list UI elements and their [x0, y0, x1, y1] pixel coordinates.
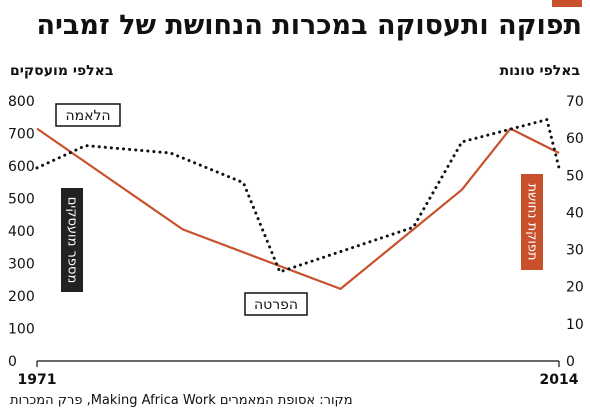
- left-y-tick-label: 400: [8, 224, 35, 240]
- left-y-tick-label: 0: [8, 354, 17, 370]
- source-note: מקור: אסופת המאמרים Making Africa Work, …: [10, 393, 353, 408]
- axes-layer: 0 100 200 300 400 500 600 700 800 0 10 20 30 40 50 60 70…: [8, 94, 584, 388]
- employment-label-box: [61, 188, 83, 292]
- nationalization-annotation-box: [55, 103, 121, 127]
- copper-output-series-label: תפוקת נחושת: [525, 183, 540, 260]
- x-tick-label: 2014: [540, 372, 579, 388]
- right-y-tick-label: 60: [566, 131, 584, 147]
- left-y-tick-label: 700: [8, 127, 35, 143]
- left-y-tick-label: 300: [8, 257, 35, 273]
- privatization-annotation: הפרטה: [254, 297, 298, 313]
- employment-series-line: [35, 118, 561, 274]
- copper-output-label-box: [521, 174, 543, 270]
- right-y-tick-label: 50: [566, 168, 584, 184]
- left-y-tick-label: 800: [8, 94, 35, 110]
- right-y-tick-label: 70: [566, 94, 584, 110]
- right-y-tick-label: 10: [566, 317, 584, 333]
- left-y-tick-label: 200: [8, 289, 35, 305]
- copper-output-series-line: [36, 127, 560, 290]
- employment-series-label: מספר מועסקים: [65, 197, 80, 284]
- chart-title: תפוקה ותעסוקה במכרות הנחושת של זמביה: [36, 10, 582, 41]
- right-axis-unit: באלפי מועסקים: [10, 63, 114, 79]
- right-y-tick-label: 30: [566, 243, 584, 259]
- left-axis-unit: באלפי טונות: [499, 63, 580, 79]
- privatization-annotation-box: [244, 292, 308, 316]
- right-y-tick-label: 20: [566, 280, 584, 296]
- series-layer: [35, 118, 561, 290]
- right-y-tick-label: 0: [566, 354, 575, 370]
- x-tick-label: 1971: [18, 372, 57, 388]
- title-accent-bar: [552, 0, 582, 7]
- labels-layer: מספר מועסקים תפוקת נחושת הלאמה הפרטה: [55, 103, 543, 316]
- left-y-tick-label: 600: [8, 159, 35, 175]
- right-y-tick-label: 40: [566, 205, 584, 221]
- left-y-tick-label: 500: [8, 192, 35, 208]
- left-y-tick-label: 100: [8, 322, 35, 338]
- nationalization-annotation: הלאמה: [65, 108, 110, 124]
